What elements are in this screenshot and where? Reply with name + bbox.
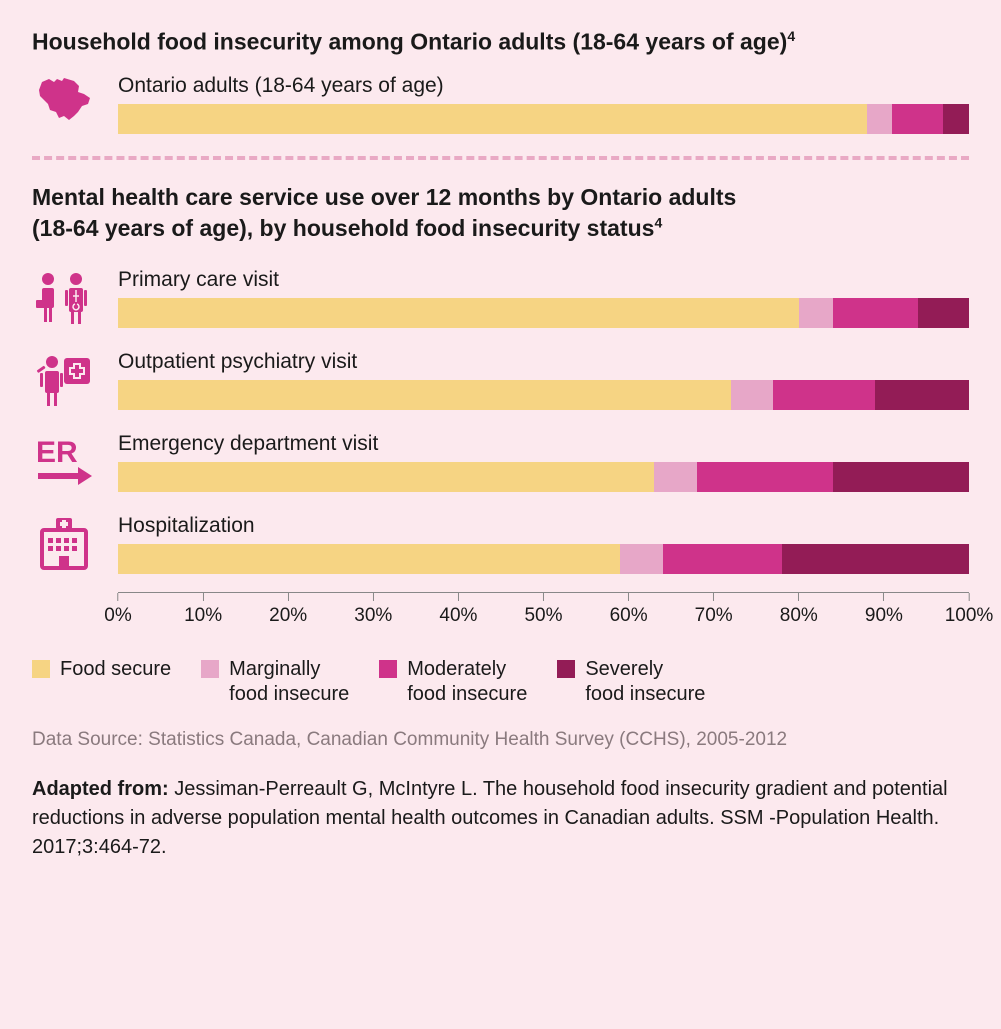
bar-label-outpatient: Outpatient psychiatry visit	[118, 350, 969, 374]
legend-label: Marginallyfood insecure	[229, 657, 349, 707]
axis-tick-label: 80%	[780, 605, 818, 627]
bar-segment-food_secure	[118, 380, 731, 410]
axis-tick-label: 50%	[524, 605, 562, 627]
data-source: Data Source: Statistics Canada, Canadian…	[32, 729, 969, 751]
primary-care-icon	[32, 268, 96, 326]
row-emergency: ER Emergency department visit	[32, 432, 969, 492]
bar-segment-severe	[875, 380, 969, 410]
legend-swatch	[201, 660, 219, 678]
bar-label-emergency: Emergency department visit	[118, 432, 969, 456]
title-superscript: 4	[787, 28, 795, 44]
axis-tick-label: 0%	[104, 605, 131, 627]
bar-segment-moderate	[663, 544, 782, 574]
bar-segment-marginal	[731, 380, 774, 410]
bar-segment-moderate	[892, 104, 943, 134]
bar-segment-food_secure	[118, 462, 654, 492]
section-title-superscript: 4	[654, 214, 662, 230]
section-title: Mental health care service use over 12 m…	[32, 182, 969, 244]
bar-chart-hospitalization	[118, 544, 969, 574]
bar-segment-moderate	[697, 462, 833, 492]
row-hospitalization: Hospitalization	[32, 514, 969, 574]
bar-chart-primary-care	[118, 298, 969, 328]
er-icon: ER	[32, 432, 96, 490]
bar-segment-severe	[782, 544, 969, 574]
legend-item-moderate: Moderatelyfood insecure	[379, 657, 527, 707]
axis-tick-label: 20%	[269, 605, 307, 627]
legend-label: Food secure	[60, 657, 171, 682]
legend-swatch	[32, 660, 50, 678]
x-axis: 0%10%20%30%40%50%60%70%80%90%100%	[32, 592, 969, 633]
hospital-icon	[32, 514, 96, 572]
axis-tick: 40%	[439, 593, 477, 627]
legend: Food secure Marginallyfood insecure Modera…	[32, 657, 969, 707]
axis-tick: 70%	[695, 593, 733, 627]
page-title: Household food insecurity among Ontario …	[32, 28, 969, 56]
legend-swatch	[379, 660, 397, 678]
bar-chart-emergency	[118, 462, 969, 492]
axis-tick-label: 30%	[354, 605, 392, 627]
bar-segment-marginal	[799, 298, 833, 328]
section-title-line2: (18-64 years of age), by household food …	[32, 215, 654, 241]
legend-label: Moderatelyfood insecure	[407, 657, 527, 707]
svg-text:ER: ER	[36, 436, 78, 469]
x-axis-ticks: 0%10%20%30%40%50%60%70%80%90%100%	[118, 593, 969, 633]
axis-tick: 80%	[780, 593, 818, 627]
bar-chart-outpatient	[118, 380, 969, 410]
ontario-map-icon	[32, 74, 96, 124]
bar-segment-moderate	[773, 380, 875, 410]
axis-tick-label: 60%	[610, 605, 648, 627]
top-bar-row: Ontario adults (18-64 years of age)	[32, 74, 969, 134]
bar-label-hospitalization: Hospitalization	[118, 514, 969, 538]
legend-item-food_secure: Food secure	[32, 657, 171, 707]
axis-tick: 60%	[610, 593, 648, 627]
citation: Adapted from: Jessiman-Perreault G, McIn…	[32, 775, 969, 862]
outpatient-icon	[32, 350, 96, 408]
axis-tick-label: 90%	[865, 605, 903, 627]
section-divider	[32, 156, 969, 160]
axis-tick-label: 10%	[184, 605, 222, 627]
row-outpatient: Outpatient psychiatry visit	[32, 350, 969, 410]
citation-lead: Adapted from:	[32, 778, 174, 800]
bar-segment-marginal	[620, 544, 663, 574]
axis-tick: 20%	[269, 593, 307, 627]
axis-tick: 90%	[865, 593, 903, 627]
axis-tick-label: 100%	[945, 605, 994, 627]
axis-tick: 0%	[104, 593, 131, 627]
axis-tick: 100%	[945, 593, 994, 627]
legend-swatch	[557, 660, 575, 678]
axis-tick: 10%	[184, 593, 222, 627]
row-primary-care: Primary care visit	[32, 268, 969, 328]
bar-segment-food_secure	[118, 104, 867, 134]
bar-segment-severe	[918, 298, 969, 328]
bar-segment-food_secure	[118, 298, 799, 328]
axis-tick: 50%	[524, 593, 562, 627]
axis-tick-label: 40%	[439, 605, 477, 627]
bar-segment-severe	[833, 462, 969, 492]
top-bar-chart	[118, 104, 969, 134]
bar-segment-food_secure	[118, 544, 620, 574]
section-title-line1: Mental health care service use over 12 m…	[32, 184, 736, 210]
legend-item-marginal: Marginallyfood insecure	[201, 657, 349, 707]
bar-label-primary-care: Primary care visit	[118, 268, 969, 292]
bar-segment-severe	[943, 104, 969, 134]
axis-tick-label: 70%	[695, 605, 733, 627]
legend-item-severe: Severelyfood insecure	[557, 657, 705, 707]
axis-tick: 30%	[354, 593, 392, 627]
bar-segment-marginal	[867, 104, 893, 134]
bar-segment-marginal	[654, 462, 697, 492]
bar-segment-moderate	[833, 298, 918, 328]
legend-label: Severelyfood insecure	[585, 657, 705, 707]
title-text: Household food insecurity among Ontario …	[32, 29, 787, 55]
top-bar-label: Ontario adults (18-64 years of age)	[118, 74, 969, 98]
